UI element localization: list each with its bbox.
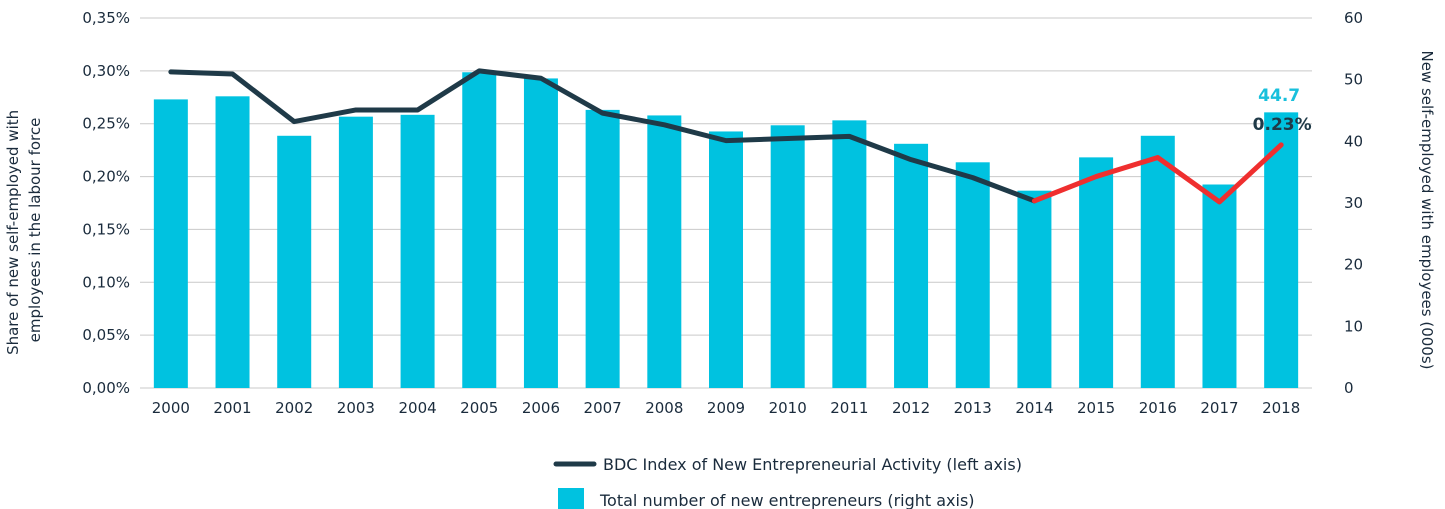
- bar: [277, 135, 312, 388]
- legend-bar-swatch: [558, 488, 584, 509]
- right-axis-title: New self-employed with employees (000s): [1418, 50, 1436, 369]
- bar: [1017, 190, 1052, 388]
- right-tick-label: 40: [1344, 132, 1363, 150]
- left-tick-label: 0,05%: [82, 326, 130, 344]
- x-tick-label: 2003: [337, 399, 375, 417]
- x-tick-label: 2016: [1139, 399, 1177, 417]
- x-tick-label: 2018: [1262, 399, 1300, 417]
- x-tick-label: 2005: [460, 399, 498, 417]
- left-axis-ticks: 0,00% 0,05% 0,10% 0,15% 0,20% 0,25% 0,30% 0,35%: [82, 9, 130, 397]
- x-tick-label: 2009: [707, 399, 745, 417]
- line-series-highlight: [1031, 142, 1284, 205]
- left-tick-label: 0,25%: [82, 115, 130, 133]
- legend: BDC Index of New Entrepreneurial Activit…: [553, 455, 1022, 509]
- bar: [153, 99, 188, 389]
- legend-bar-label: Total number of new entrepreneurs (right…: [599, 491, 975, 509]
- left-tick-label: 0,15%: [82, 220, 130, 238]
- right-axis-ticks: 0 10 20 30 40 50 60: [1344, 9, 1363, 397]
- right-tick-label: 20: [1344, 256, 1363, 274]
- left-tick-label: 0,20%: [82, 168, 130, 186]
- x-tick-label: 2015: [1077, 399, 1115, 417]
- x-tick-label: 2007: [584, 399, 622, 417]
- bar: [585, 109, 620, 388]
- bar: [1202, 184, 1237, 388]
- right-tick-label: 50: [1344, 71, 1363, 89]
- bar: [647, 115, 682, 388]
- right-tick-label: 0: [1344, 379, 1354, 397]
- bar: [709, 131, 743, 388]
- bar: [770, 125, 805, 389]
- bar: [215, 96, 250, 389]
- x-tick-label: 2013: [954, 399, 992, 417]
- x-tick-label: 2004: [398, 399, 436, 417]
- line-series-main: [168, 68, 1037, 204]
- right-tick-label: 60: [1344, 9, 1363, 27]
- x-axis-ticks: 2000 2001 2002 2003 2004 2005 2006 2007 2008 2009…: [152, 399, 1301, 417]
- right-tick-label: 30: [1344, 194, 1363, 212]
- bar: [462, 72, 497, 389]
- left-tick-label: 0,00%: [82, 379, 130, 397]
- bar: [338, 116, 373, 389]
- x-tick-label: 2011: [830, 399, 868, 417]
- x-tick-label: 2000: [152, 399, 190, 417]
- bar: [400, 114, 435, 389]
- bar: [832, 120, 867, 388]
- x-tick-label: 2006: [522, 399, 560, 417]
- x-tick-label: 2010: [769, 399, 807, 417]
- bar: [1079, 157, 1114, 388]
- right-tick-label: 10: [1344, 317, 1363, 335]
- x-tick-label: 2001: [213, 399, 251, 417]
- left-tick-label: 0,30%: [82, 62, 130, 80]
- bar: [1140, 135, 1175, 388]
- x-tick-label: 2008: [645, 399, 683, 417]
- legend-line-label: BDC Index of New Entrepreneurial Activit…: [603, 455, 1022, 474]
- line-last-value-label: 0.23%: [1253, 115, 1312, 135]
- x-tick-label: 2014: [1015, 399, 1053, 417]
- x-tick-label: 2002: [275, 399, 313, 417]
- bar: [955, 162, 990, 388]
- left-axis-title: Share of new self-employed with employee…: [4, 105, 44, 355]
- bar-last-value-label: 44.7: [1258, 86, 1300, 106]
- bar: [523, 78, 558, 388]
- x-tick-label: 2012: [892, 399, 930, 417]
- x-tick-label: 2017: [1200, 399, 1238, 417]
- line-series: [168, 68, 1284, 205]
- bar-series: [153, 72, 1299, 389]
- left-tick-label: 0,35%: [82, 9, 130, 27]
- bar: [894, 143, 929, 388]
- left-tick-label: 0,10%: [82, 273, 130, 291]
